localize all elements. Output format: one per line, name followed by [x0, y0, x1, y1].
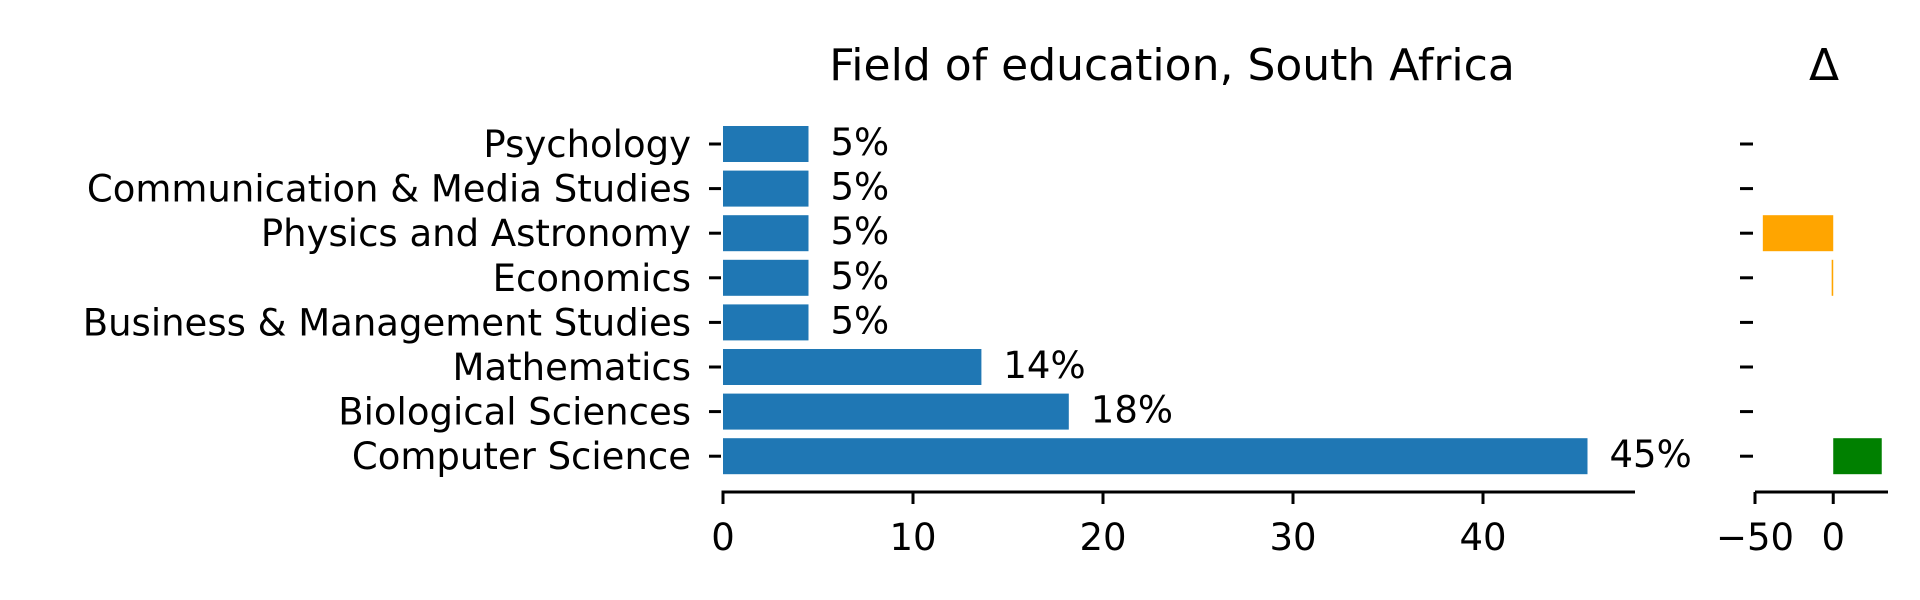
value-label-economics: 5%: [831, 255, 890, 298]
category-label-biological-sciences: Biological Sciences: [338, 391, 691, 434]
delta-xtick-label-0: −50: [1716, 516, 1794, 559]
category-label-computer-science: Computer Science: [352, 435, 691, 478]
category-label-business-and-management-studies: Business & Management Studies: [83, 301, 691, 344]
main-bar-panel: Psychology 5% Communication & Media Studie…: [83, 121, 1692, 559]
delta-bar-physics-and-astronomy: [1762, 215, 1834, 252]
xtick-label-0: 0: [711, 516, 735, 559]
category-label-communication-and-media-studies: Communication & Media Studies: [87, 168, 691, 211]
xtick-label-40: 40: [1459, 516, 1506, 559]
value-label-mathematics: 14%: [1003, 344, 1085, 387]
delta-bar-panel: −50 0: [1716, 142, 1888, 559]
value-label-business-and-management-studies: 5%: [831, 299, 890, 342]
bar-psychology: [723, 126, 809, 162]
delta-bar-economics: [1831, 259, 1834, 296]
category-label-economics: Economics: [493, 257, 691, 300]
bar-biological-sciences: [723, 393, 1069, 430]
category-label-mathematics: Mathematics: [453, 346, 691, 389]
value-label-computer-science: 45%: [1610, 433, 1692, 476]
bar-mathematics: [723, 349, 982, 385]
xtick-label-10: 10: [889, 516, 936, 559]
xtick-label-20: 20: [1079, 516, 1126, 559]
chart-title: Field of education, South Africa: [829, 40, 1515, 91]
bar-computer-science: [723, 438, 1588, 475]
value-label-communication-and-media-studies: 5%: [831, 166, 890, 209]
category-label-psychology: Psychology: [483, 123, 691, 166]
bar-communication-and-media-studies: [723, 170, 809, 207]
delta-bar-computer-science: [1833, 438, 1882, 475]
value-label-biological-sciences: 18%: [1091, 389, 1173, 432]
bar-economics: [723, 259, 809, 296]
bar-physics-and-astronomy: [723, 215, 809, 252]
delta-panel-title: Δ: [1809, 40, 1839, 91]
category-label-physics-and-astronomy: Physics and Astronomy: [261, 212, 691, 255]
delta-xtick-label-1: 0: [1821, 516, 1845, 559]
bar-business-and-management-studies: [723, 304, 809, 341]
value-label-physics-and-astronomy: 5%: [831, 210, 890, 253]
value-label-psychology: 5%: [831, 121, 890, 164]
xtick-label-30: 30: [1269, 516, 1316, 559]
